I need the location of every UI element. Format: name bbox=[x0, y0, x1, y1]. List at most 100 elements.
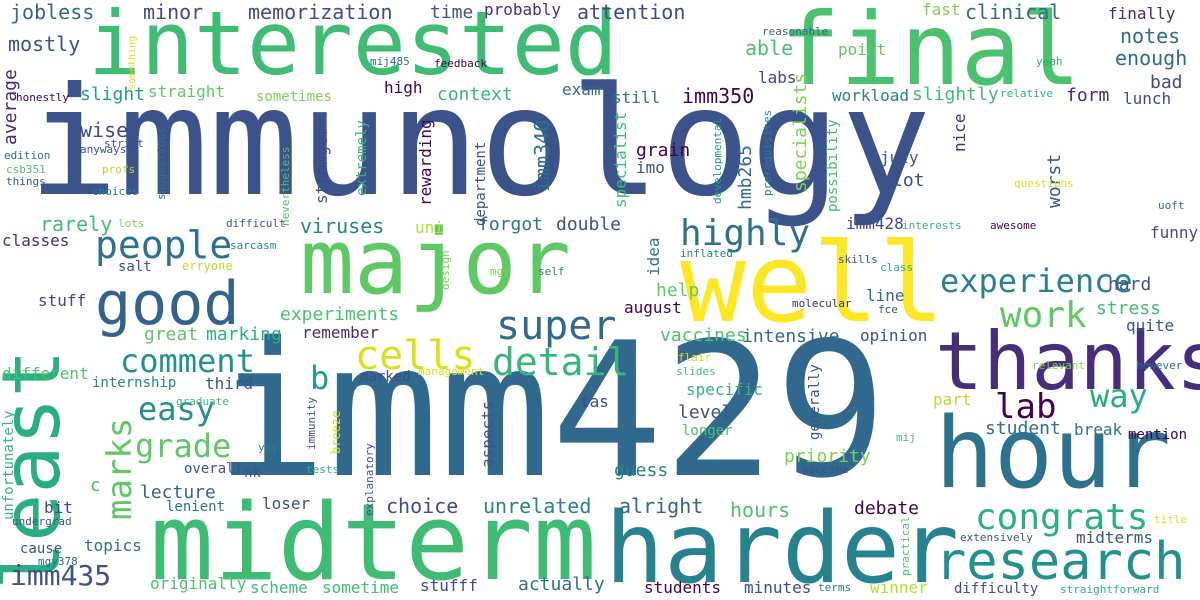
word-internship: internship bbox=[92, 375, 177, 391]
word-mij485: mij485 bbox=[370, 55, 410, 68]
word-wise: wise bbox=[80, 118, 129, 142]
word-high: high bbox=[384, 78, 423, 97]
word-erryone: erryone bbox=[182, 259, 233, 273]
word-super: super bbox=[496, 303, 617, 349]
word-edition: edition bbox=[4, 149, 51, 162]
word-slightly: slightly bbox=[912, 84, 999, 105]
word-exam: exam bbox=[562, 80, 601, 99]
word-research: research bbox=[935, 532, 1186, 592]
word-bit: bit bbox=[44, 498, 73, 517]
word-marks: marks bbox=[100, 417, 140, 520]
word-winner: winner bbox=[870, 578, 928, 597]
word-unrelated: unrelated bbox=[483, 494, 592, 518]
word-breeze: breeze bbox=[329, 410, 343, 454]
word-finally: finally bbox=[1108, 4, 1176, 23]
word-lecture: lecture bbox=[140, 482, 216, 503]
word-sometime: sometime bbox=[322, 578, 400, 597]
word-break: break bbox=[1074, 420, 1123, 439]
word-inflated: inflated bbox=[680, 247, 733, 260]
word-unfortunately: unfortunately bbox=[1, 410, 17, 520]
word-easy: easy bbox=[138, 390, 216, 428]
word-enough: enough bbox=[1115, 46, 1188, 70]
word-funny: funny bbox=[1150, 223, 1199, 242]
word-stufff: stufff bbox=[420, 576, 478, 595]
word-c: c bbox=[90, 475, 101, 496]
word-forgot: forgot bbox=[478, 214, 544, 235]
word-highly: highly bbox=[680, 213, 811, 254]
word-experience: experience bbox=[940, 262, 1133, 300]
word-salt: salt bbox=[118, 259, 152, 275]
word-csb351: csb351 bbox=[6, 163, 46, 176]
word-flair: flair bbox=[678, 351, 712, 364]
word-cells: cells bbox=[355, 333, 476, 379]
word-questions: questions bbox=[1014, 177, 1074, 190]
word-marked: marked bbox=[360, 369, 411, 385]
word-immunology: immunology bbox=[28, 56, 932, 230]
word-lenient: lenient bbox=[166, 499, 226, 515]
word-lots: lots bbox=[118, 217, 145, 230]
word-students: students bbox=[644, 578, 722, 597]
word-extensively: extensively bbox=[960, 531, 1033, 544]
word-slides: slides bbox=[676, 365, 716, 378]
word-mij: mij bbox=[896, 431, 916, 444]
word-reasonable: reasonable bbox=[762, 25, 829, 38]
word-double: double bbox=[556, 214, 622, 235]
word-mention: mention bbox=[1128, 427, 1188, 443]
word-vaccines: vaccines bbox=[660, 325, 747, 346]
word-choices: choices bbox=[92, 185, 139, 198]
word-developmental: developmental bbox=[711, 117, 724, 204]
word-profs: profs bbox=[102, 163, 136, 176]
word-well: well bbox=[680, 219, 945, 347]
word-hard: hard bbox=[1108, 274, 1152, 295]
word-intensive: intensive bbox=[742, 326, 840, 347]
word-overall: overall bbox=[184, 461, 244, 477]
word-vaccine: vaccine bbox=[802, 463, 849, 476]
word-hour: hour bbox=[935, 397, 1172, 511]
word-terms: terms bbox=[818, 581, 852, 594]
word-imo: imo bbox=[636, 158, 665, 177]
word-work: work bbox=[1000, 295, 1087, 336]
word-strict: strict bbox=[104, 137, 144, 150]
word-jobless: jobless bbox=[10, 0, 95, 24]
word-debate: debate bbox=[854, 498, 920, 519]
word-imm435: imm435 bbox=[10, 559, 112, 592]
word-nevertheless: nevertheless bbox=[279, 146, 292, 226]
word-specific: specific bbox=[686, 380, 764, 399]
word-aspects: aspects bbox=[478, 400, 497, 468]
word-mostly: mostly bbox=[8, 32, 81, 56]
word-memorization: memorization bbox=[248, 0, 393, 24]
word-actually: actually bbox=[518, 574, 605, 595]
word-difficult: difficult bbox=[226, 217, 286, 230]
word-midterms: midterms bbox=[1076, 528, 1154, 547]
word-department: department bbox=[473, 141, 489, 226]
word-loser: loser bbox=[262, 494, 311, 513]
word-guess: guess bbox=[614, 460, 669, 481]
word-yeah: yeah bbox=[1036, 55, 1063, 68]
word-tests: tests bbox=[306, 463, 340, 476]
word-possibility: possibility bbox=[825, 119, 841, 212]
word-final: final bbox=[780, 0, 1082, 108]
word-major: major bbox=[300, 210, 571, 315]
word-imm429: imm429 bbox=[215, 302, 887, 519]
word-grain: grain bbox=[636, 140, 691, 161]
word-straightforward: straightforward bbox=[1060, 583, 1160, 596]
word-interests: interests bbox=[902, 219, 962, 232]
word-however: however bbox=[1136, 359, 1183, 372]
word-molecular: molecular bbox=[792, 297, 852, 310]
word-labs: labs bbox=[758, 68, 797, 87]
word-viruses: viruses bbox=[300, 214, 385, 238]
word-specialists: specialists bbox=[790, 72, 811, 192]
word-uoft: uoft bbox=[1158, 199, 1185, 212]
word-generally: generally bbox=[807, 364, 823, 440]
word-time: time bbox=[430, 2, 474, 23]
word-imm350: imm350 bbox=[682, 84, 755, 108]
word-point: point bbox=[838, 40, 887, 59]
word-lunch: lunch bbox=[1123, 89, 1172, 108]
word-notes: notes bbox=[1120, 24, 1181, 48]
word-rewarding: rewarding bbox=[416, 119, 435, 206]
word-design: design bbox=[439, 250, 452, 290]
word-topics: topics bbox=[84, 536, 142, 555]
word-suggestions: suggestions bbox=[155, 127, 168, 200]
word-third: third bbox=[205, 374, 254, 393]
word-things: things bbox=[6, 175, 46, 188]
